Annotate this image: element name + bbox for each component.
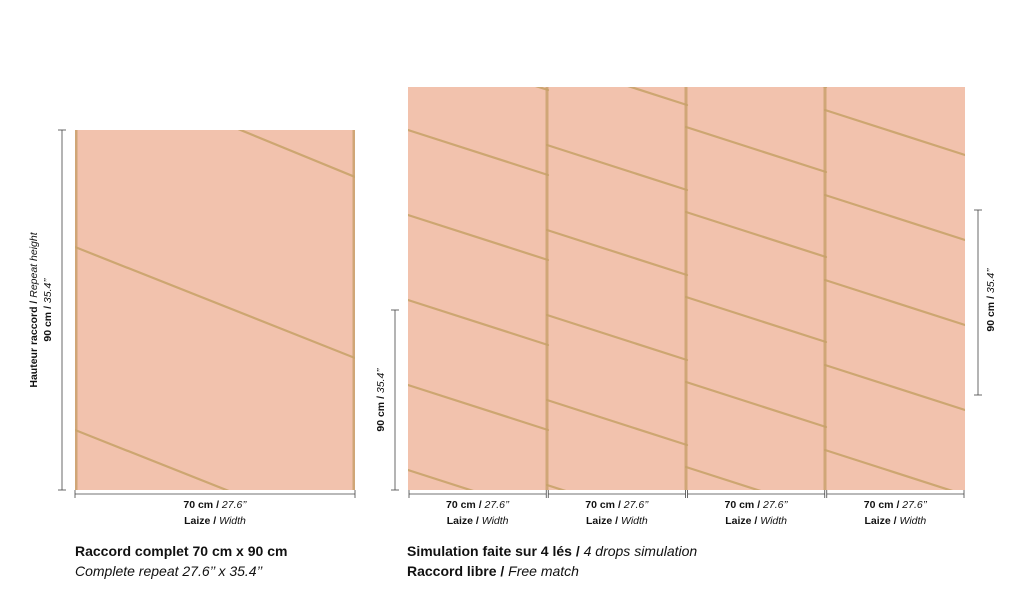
caption-repeat-line1: Raccord complet 70 cm x 90 cm (75, 543, 287, 559)
drop-italic: 27.6’’ (762, 499, 788, 511)
drop-width-value: 70 cm / 27.6’’ (585, 499, 649, 511)
width-value: 70 cm / 27.6’’ (183, 499, 247, 511)
caption-sim2-bold: Raccord libre / (407, 563, 504, 579)
simulation-swatch (408, 87, 965, 490)
height-left-italic: 35.4’’ (375, 368, 387, 393)
drop-width-label: Laize / Width (586, 515, 648, 527)
caption-simulation-line2: Raccord libre / Free match (407, 563, 579, 579)
height-right-bold: 90 cm / (985, 296, 997, 332)
width-label: Laize / Width (184, 515, 246, 527)
height-label: Hauteur raccord / Repeat height (28, 231, 40, 387)
height-left-bold: 90 cm / (375, 396, 387, 432)
caption-sim2-italic: Free match (508, 563, 579, 579)
drop-width-label: Laize / Width (864, 515, 926, 527)
drop-bold: 70 cm / (585, 499, 621, 511)
drop-width-value: 70 cm / 27.6’’ (864, 499, 928, 511)
height-label-italic: Repeat height (28, 231, 40, 297)
drop-bold: Laize / (447, 515, 479, 527)
drop-width-value: 70 cm / 27.6’’ (446, 499, 510, 511)
drop-italic: 27.6’’ (623, 499, 649, 511)
width-value-italic: 27.6’’ (221, 499, 247, 511)
drop-bold: Laize / (864, 515, 896, 527)
drop-italic: 27.6’’ (901, 499, 927, 511)
height-right-italic: 35.4’’ (985, 268, 997, 293)
drop-italic: 27.6’’ (484, 499, 510, 511)
caption-sim1-italic: 4 drops simulation (584, 543, 698, 559)
drop-italic: Width (900, 515, 927, 527)
height-value-italic: 35.4’’ (42, 278, 54, 303)
width-value-bold: 70 cm / (183, 499, 219, 511)
drop-italic: Width (621, 515, 648, 527)
height-left: 90 cm / 35.4’’ (375, 368, 387, 432)
drop-width-label: Laize / Width (447, 515, 509, 527)
width-label-bold: Laize / (184, 515, 216, 527)
drop-italic: Width (482, 515, 509, 527)
drop-italic: Width (760, 515, 787, 527)
drop-width-value: 70 cm / 27.6’’ (725, 499, 789, 511)
drop-bold: 70 cm / (864, 499, 900, 511)
repeat-swatch (75, 130, 355, 490)
width-label-italic: Width (219, 515, 246, 527)
drop-bold: 70 cm / (446, 499, 482, 511)
height-right: 90 cm / 35.4’’ (985, 268, 997, 332)
caption-repeat-line2: Complete repeat 27.6’’ x 35.4’’ (75, 563, 263, 579)
drop-bold: Laize / (725, 515, 757, 527)
height-value: 90 cm / 35.4’’ (42, 278, 54, 342)
caption-sim1-bold: Simulation faite sur 4 lés / (407, 543, 580, 559)
height-value-bold: 90 cm / (42, 306, 54, 342)
drop-width-label: Laize / Width (725, 515, 787, 527)
caption-simulation-line1: Simulation faite sur 4 lés / 4 drops sim… (407, 543, 697, 559)
height-label-bold: Hauteur raccord / (28, 301, 40, 388)
drop-bold: 70 cm / (725, 499, 761, 511)
drop-bold: Laize / (586, 515, 618, 527)
